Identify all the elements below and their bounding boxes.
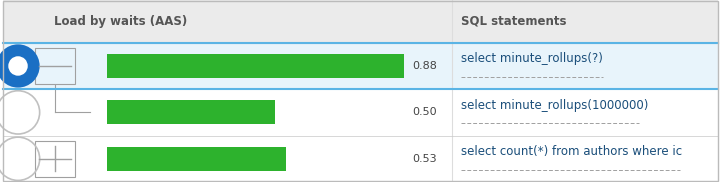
Text: select count(*) from authors where ic: select count(*) from authors where ic [461,145,683,158]
Bar [3,43,718,89]
Text: select minute_rollups(?): select minute_rollups(?) [461,52,603,65]
Ellipse shape [9,56,28,76]
Bar [3,89,718,136]
Text: 0.88: 0.88 [412,61,438,71]
Bar [3,0,718,43]
Bar [3,136,718,182]
Text: Load by waits (AAS): Load by waits (AAS) [54,15,187,28]
Text: 0.53: 0.53 [412,154,437,164]
Ellipse shape [0,44,40,88]
Bar [107,54,404,78]
Text: SQL statements: SQL statements [461,15,567,28]
Bar [35,48,75,84]
Bar [35,141,75,177]
Text: select minute_rollups(1000000): select minute_rollups(1000000) [461,99,649,112]
Bar [107,100,275,124]
Text: 0.50: 0.50 [412,107,437,117]
Bar [107,147,286,171]
